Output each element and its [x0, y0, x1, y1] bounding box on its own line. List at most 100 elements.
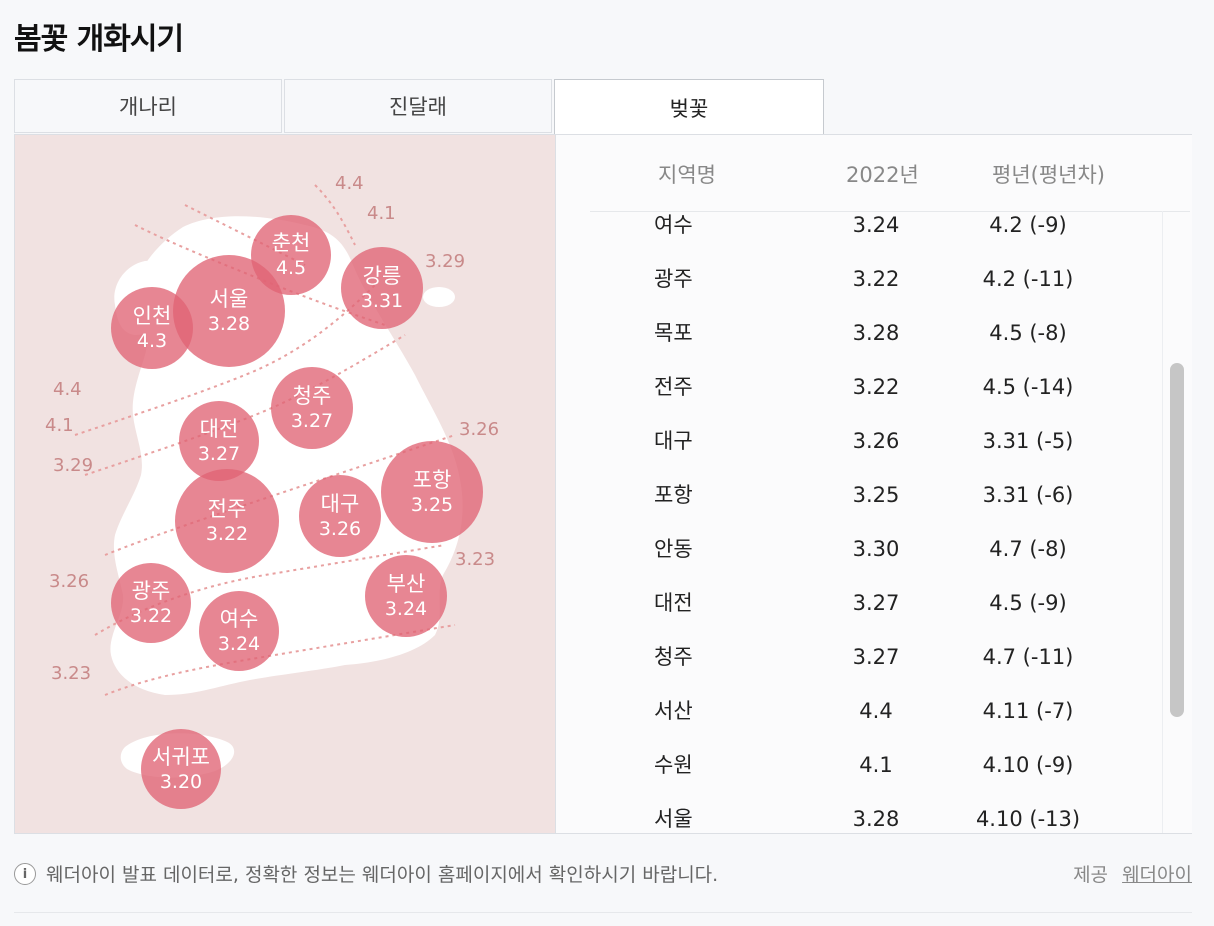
region-cell: 광주	[654, 267, 693, 291]
region-name: 광주	[131, 579, 171, 603]
region-cell: 수원	[654, 753, 693, 777]
table-row: 대전 3.27 4.5 (-9)	[556, 589, 1156, 643]
scroll-divider	[1162, 211, 1163, 833]
year-cell: 3.26	[852, 429, 900, 453]
region-date: 3.27	[290, 410, 334, 432]
year-cell: 3.22	[852, 267, 900, 291]
region-name: 서울	[209, 287, 249, 311]
region-name: 강릉	[362, 264, 402, 288]
region-name: 춘천	[271, 231, 311, 255]
region-cell: 대구	[654, 429, 693, 453]
region-date: 3.26	[318, 518, 362, 540]
region-date: 3.27	[197, 443, 241, 465]
region-name: 대구	[320, 492, 360, 516]
table-row: 대구 3.26 3.31 (-5)	[556, 427, 1156, 481]
info-icon: i	[14, 863, 36, 885]
footer-notice: 웨더아이 발표 데이터로, 정확한 정보는 웨더아이 홈페이지에서 확인하시기 …	[46, 864, 719, 886]
average-cell: 4.11 (-7)	[982, 699, 1074, 723]
provider-credit: 제공 웨더아이	[1073, 862, 1192, 888]
isoline-label: 3.26	[49, 571, 90, 592]
isoline-label: 3.26	[459, 419, 500, 440]
region-name: 서귀포	[152, 745, 210, 769]
region-name: 전주	[207, 497, 247, 521]
year-cell: 3.24	[852, 213, 900, 237]
region-name: 여수	[219, 607, 259, 631]
table-row: 서울 3.28 4.10 (-13)	[556, 805, 1156, 833]
isoline-label: 4.1	[367, 203, 396, 224]
year-cell: 4.4	[859, 699, 893, 723]
table-header: 지역명 2022년 평년(평년차)	[556, 135, 1156, 211]
average-cell: 3.31 (-5)	[982, 429, 1074, 453]
region-name: 포항	[412, 468, 452, 492]
average-cell: 4.5 (-9)	[989, 591, 1067, 615]
region-name: 인천	[132, 304, 172, 328]
year-cell: 4.1	[859, 753, 893, 777]
column-header-year: 2022년	[846, 163, 919, 187]
region-name: 청주	[292, 384, 332, 408]
tab-azalea[interactable]: 진달래	[284, 79, 552, 133]
average-cell: 4.5 (-8)	[989, 321, 1067, 345]
table-row: 서산 4.4 4.11 (-7)	[556, 697, 1156, 751]
region-cell: 서울	[654, 807, 693, 831]
table-row: 목포 3.28 4.5 (-8)	[556, 319, 1156, 373]
region-marker-daegu: 대구 3.26	[299, 475, 381, 557]
region-cell: 서산	[654, 699, 693, 723]
provider-label: 제공	[1073, 864, 1109, 886]
table-row: 전주 3.22 4.5 (-14)	[556, 373, 1156, 427]
region-marker-yeosu: 여수 3.24	[199, 591, 279, 671]
region-date: 3.28	[207, 313, 251, 335]
region-name: 대전	[199, 417, 239, 441]
region-date: 3.22	[129, 605, 173, 627]
average-cell: 4.7 (-8)	[989, 537, 1067, 561]
bottom-divider	[14, 912, 1192, 913]
year-cell: 3.25	[852, 483, 900, 507]
region-cell: 목포	[654, 321, 693, 345]
isoline-label: 3.29	[425, 251, 466, 272]
region-marker-gwangju: 광주 3.22	[111, 563, 191, 643]
scrollbar-thumb[interactable]	[1170, 363, 1184, 717]
provider-link[interactable]: 웨더아이	[1122, 864, 1192, 886]
region-marker-daejeon: 대전 3.27	[179, 401, 259, 481]
region-cell: 포항	[654, 483, 693, 507]
footer: i 웨더아이 발표 데이터로, 정확한 정보는 웨더아이 홈페이지에서 확인하시…	[14, 862, 1192, 888]
year-cell: 3.22	[852, 375, 900, 399]
average-cell: 4.10 (-9)	[982, 753, 1074, 777]
region-date: 3.20	[159, 771, 203, 793]
region-marker-gangneung: 강릉 3.31	[341, 247, 423, 329]
average-cell: 4.2 (-9)	[989, 213, 1067, 237]
average-cell: 4.2 (-11)	[982, 267, 1074, 291]
header-divider	[590, 211, 1190, 212]
year-cell: 3.27	[852, 591, 900, 615]
tab-forsythia[interactable]: 개나리	[14, 79, 282, 133]
tab-cherry-blossom[interactable]: 벚꽃	[554, 79, 824, 136]
average-cell: 4.7 (-11)	[982, 645, 1074, 669]
page-title: 봄꽃 개화시기	[14, 22, 184, 57]
bloom-panel: 4.4 4.1 3.29 4.4 4.1 3.29 3.26 3.26 3.23…	[14, 134, 1192, 834]
region-cell: 전주	[654, 375, 693, 399]
table-row: 안동 3.30 4.7 (-8)	[556, 535, 1156, 589]
average-cell: 4.10 (-13)	[975, 807, 1081, 831]
region-cell: 여수	[654, 213, 693, 237]
region-date: 3.24	[384, 598, 428, 620]
region-date: 3.24	[217, 633, 261, 655]
isoline-label: 3.23	[51, 663, 92, 684]
column-header-average: 평년(평년차)	[992, 163, 1105, 187]
region-cell: 청주	[654, 645, 693, 669]
region-marker-busan: 부산 3.24	[365, 555, 447, 637]
region-name: 부산	[386, 572, 426, 596]
korea-map: 4.4 4.1 3.29 4.4 4.1 3.29 3.26 3.26 3.23…	[15, 135, 555, 833]
year-cell: 3.28	[852, 807, 900, 831]
region-marker-seogwipo: 서귀포 3.20	[141, 729, 221, 809]
year-cell: 3.28	[852, 321, 900, 345]
table-row: 광주 3.22 4.2 (-11)	[556, 265, 1156, 319]
region-date: 3.22	[205, 523, 249, 545]
region-date: 4.3	[136, 330, 168, 352]
table-row: 청주 3.27 4.7 (-11)	[556, 643, 1156, 697]
region-marker-jeonju: 전주 3.22	[175, 469, 279, 573]
isoline-label: 4.4	[53, 379, 82, 400]
bloom-table: 지역명 2022년 평년(평년차) 여수 3.24 4.2 (-9) 광주 3.22 4.…	[555, 135, 1192, 833]
isoline-label: 4.4	[335, 173, 364, 194]
region-marker-cheongju: 청주 3.27	[271, 367, 353, 449]
region-marker-pohang: 포항 3.25	[381, 441, 483, 543]
ulleung-island	[423, 287, 455, 307]
